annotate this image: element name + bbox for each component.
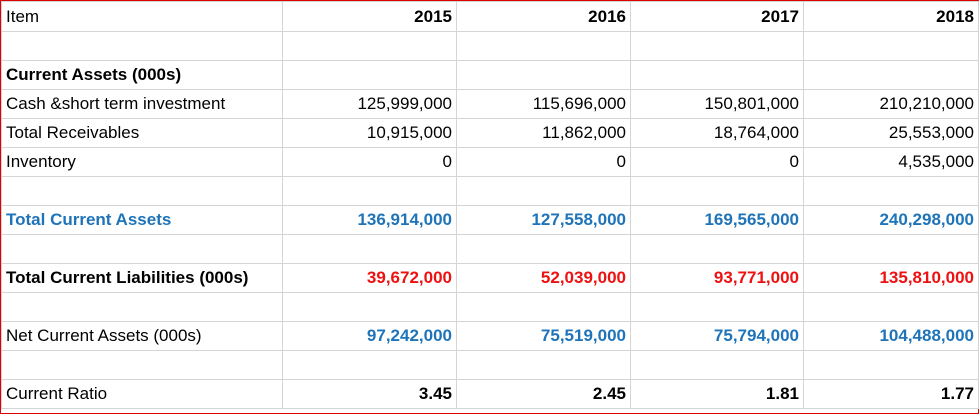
empty-cell[interactable] — [456, 234, 631, 264]
value-cell[interactable]: 10,915,000 — [282, 118, 457, 148]
value-cell[interactable]: 1.81 — [630, 379, 804, 409]
value-cell[interactable]: 2.45 — [456, 379, 631, 409]
blank-row — [1, 292, 979, 322]
value-cell[interactable]: 1.77 — [803, 379, 979, 409]
empty-cell[interactable] — [456, 60, 631, 90]
value-cell[interactable]: 240,298,000 — [803, 205, 979, 235]
value-cell[interactable]: 97,242,000 — [282, 321, 457, 351]
header-row: Item 2015 2016 2017 2018 — [1, 1, 979, 32]
empty-cell[interactable] — [1, 234, 283, 264]
empty-cell[interactable] — [630, 350, 804, 380]
empty-cell[interactable] — [456, 350, 631, 380]
empty-cell[interactable] — [803, 31, 979, 61]
value-cell[interactable]: 125,999,000 — [282, 89, 457, 119]
value-cell[interactable]: 52,039,000 — [456, 263, 631, 293]
section-label-cell[interactable]: Current Assets (000s) — [1, 60, 283, 90]
value-cell[interactable]: 0 — [456, 147, 631, 177]
row-label-cell[interactable]: Total Receivables — [1, 118, 283, 148]
total-current-assets-row: Total Current Assets 136,914,000 127,558… — [1, 205, 979, 235]
value-cell[interactable]: 127,558,000 — [456, 205, 631, 235]
empty-cell[interactable] — [630, 60, 804, 90]
empty-cell[interactable] — [803, 176, 979, 206]
empty-cell[interactable] — [282, 31, 457, 61]
empty-cell[interactable] — [282, 176, 457, 206]
year-header-cell[interactable]: 2017 — [630, 1, 804, 32]
total-current-liabilities-row: Total Current Liabilities (000s) 39,672,… — [1, 263, 979, 293]
inventory-row: Inventory 0 0 0 4,535,000 — [1, 147, 979, 177]
empty-cell[interactable] — [630, 292, 804, 322]
value-cell[interactable]: 136,914,000 — [282, 205, 457, 235]
cash-row: Cash &short term investment 125,999,000 … — [1, 89, 979, 119]
value-cell[interactable]: 3.45 — [282, 379, 457, 409]
empty-cell[interactable] — [803, 60, 979, 90]
item-header-cell[interactable]: Item — [1, 1, 283, 32]
empty-cell[interactable] — [456, 292, 631, 322]
value-cell[interactable]: 39,672,000 — [282, 263, 457, 293]
empty-cell[interactable] — [630, 31, 804, 61]
empty-cell[interactable] — [282, 350, 457, 380]
row-label-cell[interactable]: Net Current Assets (000s) — [1, 321, 283, 351]
empty-cell[interactable] — [630, 234, 804, 264]
row-label-cell[interactable]: Current Ratio — [1, 379, 283, 409]
value-cell[interactable]: 150,801,000 — [630, 89, 804, 119]
empty-cell[interactable] — [456, 176, 631, 206]
value-cell[interactable]: 135,810,000 — [803, 263, 979, 293]
value-cell[interactable]: 75,519,000 — [456, 321, 631, 351]
blank-row — [1, 350, 979, 380]
empty-cell[interactable] — [1, 31, 283, 61]
year-header-cell[interactable]: 2015 — [282, 1, 457, 32]
value-cell[interactable]: 75,794,000 — [630, 321, 804, 351]
row-label-cell[interactable]: Total Current Liabilities (000s) — [1, 263, 283, 293]
current-ratio-row: Current Ratio 3.45 2.45 1.81 1.77 — [1, 379, 979, 409]
value-cell[interactable]: 115,696,000 — [456, 89, 631, 119]
empty-cell[interactable] — [803, 350, 979, 380]
value-cell[interactable]: 93,771,000 — [630, 263, 804, 293]
empty-cell[interactable] — [282, 234, 457, 264]
empty-cell[interactable] — [803, 292, 979, 322]
empty-cell[interactable] — [1, 292, 283, 322]
empty-cell[interactable] — [1, 176, 283, 206]
blank-row — [1, 234, 979, 264]
current-assets-section-row: Current Assets (000s) — [1, 60, 979, 90]
row-label-cell[interactable]: Inventory — [1, 147, 283, 177]
row-label-cell[interactable]: Cash &short term investment — [1, 89, 283, 119]
empty-cell[interactable] — [456, 31, 631, 61]
value-cell[interactable]: 18,764,000 — [630, 118, 804, 148]
value-cell[interactable]: 0 — [282, 147, 457, 177]
value-cell[interactable]: 4,535,000 — [803, 147, 979, 177]
year-header-cell[interactable]: 2016 — [456, 1, 631, 32]
value-cell[interactable]: 104,488,000 — [803, 321, 979, 351]
empty-cell[interactable] — [1, 350, 283, 380]
value-cell[interactable]: 11,862,000 — [456, 118, 631, 148]
empty-cell[interactable] — [803, 234, 979, 264]
year-header-cell[interactable]: 2018 — [803, 1, 979, 32]
blank-row — [1, 176, 979, 206]
empty-cell[interactable] — [282, 60, 457, 90]
blank-row — [1, 31, 979, 61]
value-cell[interactable]: 169,565,000 — [630, 205, 804, 235]
receivables-row: Total Receivables 10,915,000 11,862,000 … — [1, 118, 979, 148]
value-cell[interactable]: 210,210,000 — [803, 89, 979, 119]
row-label-cell[interactable]: Total Current Assets — [1, 205, 283, 235]
empty-cell[interactable] — [630, 176, 804, 206]
net-current-assets-row: Net Current Assets (000s) 97,242,000 75,… — [1, 321, 979, 351]
value-cell[interactable]: 25,553,000 — [803, 118, 979, 148]
value-cell[interactable]: 0 — [630, 147, 804, 177]
empty-cell[interactable] — [282, 292, 457, 322]
